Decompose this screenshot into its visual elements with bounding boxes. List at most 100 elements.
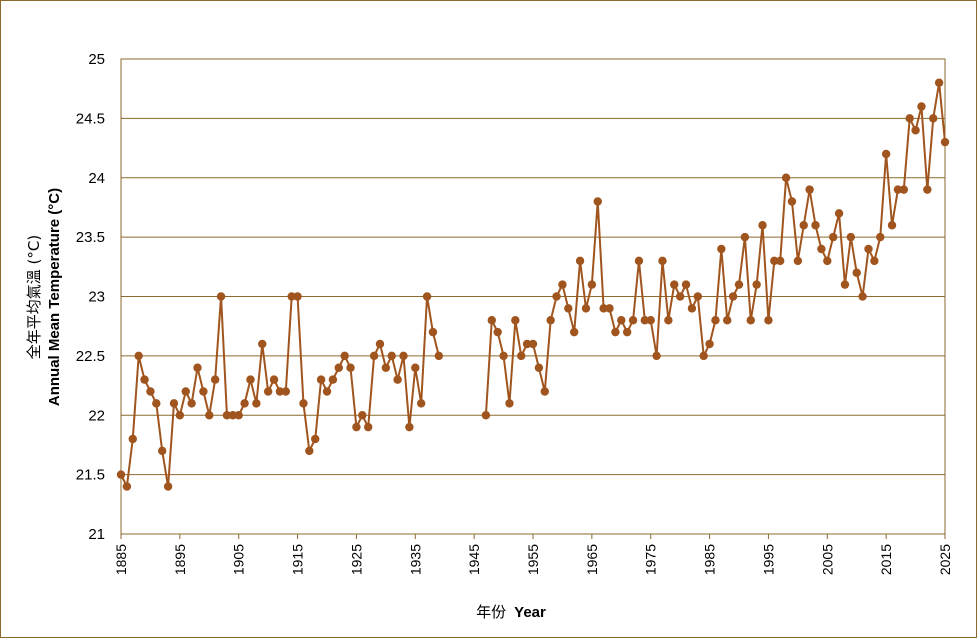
- data-point: [116, 470, 126, 479]
- data-point: [846, 232, 856, 242]
- y-tick-label: 25: [88, 51, 105, 68]
- data-point: [699, 351, 708, 361]
- x-tick-label: 1885: [113, 544, 129, 575]
- data-point: [152, 399, 161, 408]
- data-point: [346, 363, 355, 372]
- data-point: [728, 292, 738, 301]
- data-point: [522, 339, 532, 349]
- data-point: [181, 387, 190, 396]
- data-point: [369, 351, 379, 361]
- data-point: [175, 411, 185, 420]
- data-point: [387, 351, 396, 361]
- data-point: [675, 292, 685, 301]
- data-point: [876, 232, 885, 242]
- x-axis-label-en: Year: [514, 604, 546, 621]
- data-point: [799, 221, 808, 230]
- data-point: [758, 221, 767, 230]
- data-point: [511, 316, 520, 325]
- data-point: [352, 422, 361, 432]
- data-point: [705, 339, 714, 349]
- data-point: [929, 114, 938, 123]
- data-point: [358, 411, 367, 420]
- data-point: [293, 292, 302, 301]
- data-point: [622, 327, 632, 337]
- data-point: [570, 327, 579, 337]
- data-point: [422, 292, 432, 301]
- data-point: [222, 411, 232, 420]
- x-tick-label: 1955: [525, 544, 541, 575]
- series-line: [484, 82, 946, 416]
- data-point: [487, 316, 496, 325]
- data-point: [787, 197, 797, 206]
- y-tick-label: 21.5: [76, 467, 105, 484]
- data-point: [652, 351, 661, 361]
- data-point: [823, 256, 832, 266]
- x-tick-label: 1975: [643, 544, 659, 575]
- y-axis-label: 全年平均氣溫 (°C) Annual Mean Temperature (°C): [25, 188, 63, 406]
- data-point: [617, 316, 626, 325]
- data-point: [746, 316, 755, 325]
- data-point: [793, 256, 803, 266]
- x-axis-ticks: 1885 1895 1905 1915 1925 1935 1945 1955 1965 1975…: [113, 534, 953, 575]
- data-point: [905, 114, 914, 123]
- data-point: [381, 363, 391, 372]
- data-point: [416, 399, 426, 408]
- data-point: [834, 209, 844, 218]
- data-point: [781, 173, 791, 182]
- data-point: [923, 185, 932, 194]
- data-point: [881, 149, 891, 159]
- data-point: [517, 351, 526, 361]
- data-point: [193, 363, 202, 372]
- data-point: [693, 292, 702, 301]
- x-axis-label-zh: 年份: [476, 603, 506, 621]
- data-point: [240, 399, 249, 408]
- data-point: [305, 446, 314, 456]
- data-point: [263, 387, 273, 396]
- data-point: [228, 411, 238, 420]
- data-point: [740, 232, 750, 242]
- y-tick-label: 24: [88, 170, 105, 187]
- data-point: [246, 375, 255, 384]
- data-point: [299, 399, 308, 408]
- data-point: [864, 244, 873, 254]
- data-point: [870, 256, 879, 266]
- data-point: [210, 375, 220, 384]
- data-point: [158, 446, 167, 456]
- data-point: [664, 316, 673, 325]
- x-tick-label: 1925: [348, 544, 364, 575]
- data-point: [205, 411, 214, 420]
- data-point: [128, 434, 137, 444]
- data-point: [434, 351, 444, 361]
- x-tick-label: 1995: [760, 544, 776, 575]
- data-point: [593, 197, 602, 206]
- data-point: [776, 256, 785, 266]
- data-point: [587, 280, 597, 289]
- data-point: [611, 327, 620, 337]
- data-point: [163, 482, 173, 491]
- data-point: [599, 304, 608, 313]
- y-tick-label: 24.5: [76, 110, 105, 127]
- data-point: [428, 327, 438, 337]
- x-tick-label: 1945: [466, 544, 482, 575]
- x-tick-label: 1935: [407, 544, 423, 575]
- y-tick-label: 22.5: [76, 348, 105, 365]
- x-tick-label: 2025: [937, 544, 953, 575]
- data-point: [393, 375, 402, 384]
- data-point: [234, 411, 243, 420]
- data-point: [934, 78, 944, 87]
- data-point: [334, 363, 343, 372]
- data-point: [505, 399, 514, 408]
- y-tick-label: 22: [88, 407, 105, 424]
- data-point: [805, 185, 814, 194]
- data-point: [564, 304, 573, 313]
- data-point: [316, 375, 326, 384]
- data-point: [828, 232, 838, 242]
- data-point: [375, 339, 385, 349]
- data-point: [169, 399, 179, 408]
- data-point: [281, 387, 290, 396]
- x-axis-label: 年份 Year: [476, 603, 546, 621]
- x-tick-label: 2005: [819, 544, 835, 575]
- y-axis-label-en: Annual Mean Temperature (°C): [46, 188, 63, 406]
